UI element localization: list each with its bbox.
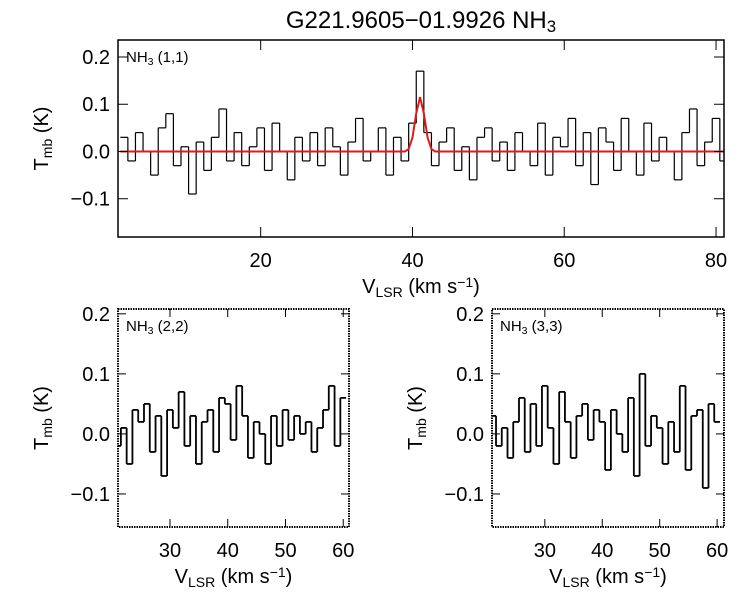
y-axis-label-part: (K) <box>31 386 53 418</box>
y-axis-label: Tmb (K) <box>31 386 55 450</box>
x-axis-label-part: (km s <box>403 276 457 298</box>
x-axis-label: VLSR (km s−1) <box>362 274 480 299</box>
y-tick-label: −0.1 <box>71 189 110 211</box>
step-connector <box>495 373 716 488</box>
y-tick-label: 0.1 <box>82 94 110 116</box>
step-connector <box>119 385 342 476</box>
y-axis-label-part: (K) <box>31 107 53 139</box>
panel-label-sub: 3 <box>148 56 154 68</box>
x-tick-label: 60 <box>553 250 575 272</box>
x-axis-label-sup: −1 <box>270 564 286 580</box>
x-axis-label-part: ) <box>473 276 480 298</box>
x-tick-label: 50 <box>274 540 296 562</box>
x-axis-label-part: ) <box>286 566 293 588</box>
fit-line <box>120 96 724 153</box>
x-tick-label: 30 <box>159 540 181 562</box>
y-tick-label: −0.1 <box>71 484 110 506</box>
panel-label: NH3 (1,1) <box>126 49 189 68</box>
panel-label-part: NH <box>500 318 522 335</box>
x-axis-label-part: ) <box>660 566 667 588</box>
x-axis-label-sub: LSR <box>188 574 215 590</box>
y-axis-label-sub: mb <box>413 418 429 438</box>
plot-frame <box>117 39 725 238</box>
panel-label-sub: 3 <box>148 325 154 337</box>
y-tick-label: 0.2 <box>456 304 484 326</box>
y-tick-label: 0.2 <box>82 304 110 326</box>
x-tick-label: 50 <box>649 540 671 562</box>
x-tick-label: 30 <box>534 540 556 562</box>
y-tick-label: 0.1 <box>456 364 484 386</box>
y-tick-label: 0.0 <box>456 424 484 446</box>
panel-label-part: NH <box>126 49 148 66</box>
panel-label: NH3 (3,3) <box>500 318 563 337</box>
x-tick-label: 40 <box>401 250 423 272</box>
plot-area <box>120 70 724 195</box>
panel-label-part: (3,3) <box>528 318 563 335</box>
x-axis-label-sub: LSR <box>563 574 590 590</box>
y-axis-label-sub: mb <box>39 418 55 438</box>
y-tick-label: 0.0 <box>82 141 110 163</box>
x-axis-label: VLSR (km s−1) <box>549 564 667 589</box>
x-axis-label-part: V <box>549 566 563 588</box>
step-connector <box>127 71 721 195</box>
x-axis-label-part: (km s <box>590 566 644 588</box>
y-axis-label: Tmb (K) <box>31 107 55 171</box>
panel-label-part: (1,1) <box>154 49 189 66</box>
x-tick-label: 60 <box>332 540 354 562</box>
x-axis-label-sub: LSR <box>376 284 403 300</box>
y-axis-label-part: T <box>405 438 427 450</box>
plot-frame <box>117 308 350 528</box>
x-axis-label-part: V <box>362 276 376 298</box>
y-axis-label: Tmb (K) <box>405 386 429 450</box>
x-axis-label-sup: −1 <box>644 564 660 580</box>
y-axis-label-sub: mb <box>39 139 55 159</box>
panel-label: NH3 (2,2) <box>126 318 189 337</box>
x-axis-label-part: (km s <box>215 566 269 588</box>
x-axis-label: VLSR (km s−1) <box>175 564 293 589</box>
x-axis-label-sup: −1 <box>457 274 473 290</box>
plot-frame <box>491 308 725 528</box>
y-tick-label: 0.0 <box>82 424 110 446</box>
x-tick-label: 60 <box>706 540 728 562</box>
x-tick-label: 40 <box>591 540 613 562</box>
plot-area <box>118 384 347 477</box>
x-tick-label: 40 <box>217 540 239 562</box>
x-tick-label: 20 <box>250 250 272 272</box>
chart-title: G221.9605−01.9926 NH3 <box>286 7 556 36</box>
y-tick-label: 0.2 <box>82 47 110 69</box>
y-axis-label-part: T <box>31 438 53 450</box>
panel-label-part: NH <box>126 318 148 335</box>
x-tick-label: 80 <box>705 250 727 272</box>
chart-title-sub: 3 <box>547 17 556 36</box>
panel-label-sub: 3 <box>522 325 528 337</box>
x-axis-label-part: V <box>175 566 189 588</box>
y-axis-label-part: T <box>31 158 53 170</box>
panel-label-part: (2,2) <box>154 318 189 335</box>
y-tick-label: 0.1 <box>82 364 110 386</box>
y-tick-label: −0.1 <box>445 484 484 506</box>
plot-area <box>492 372 720 489</box>
chart-title-part: G221.9605−01.9926 NH <box>286 7 547 34</box>
y-axis-label-part: (K) <box>405 386 427 418</box>
